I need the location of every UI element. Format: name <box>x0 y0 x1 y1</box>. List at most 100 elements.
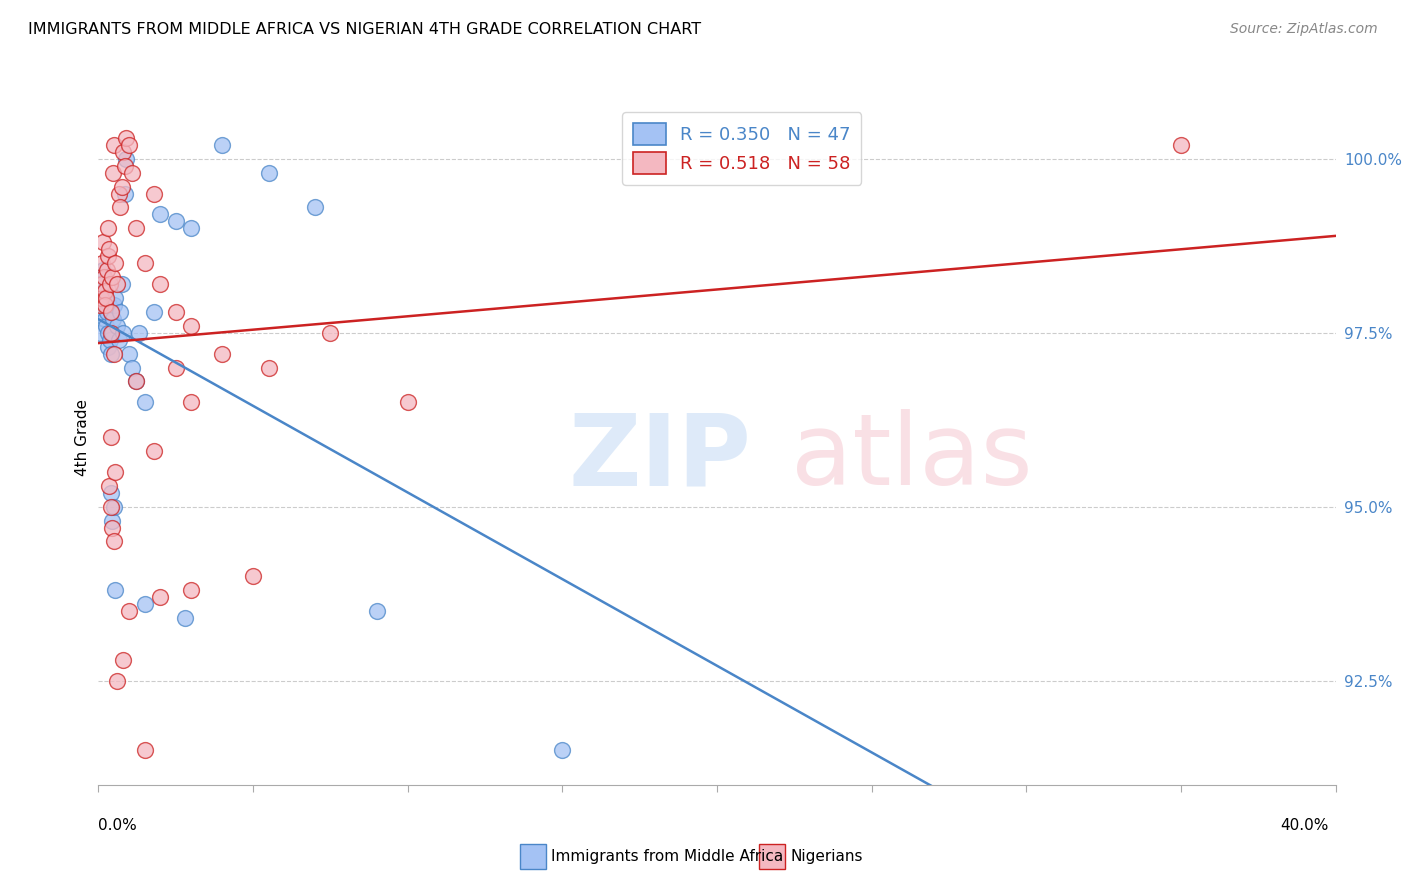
Point <box>105 318 128 333</box>
Text: 40.0%: 40.0% <box>1281 818 1329 832</box>
Point <box>112 145 135 159</box>
Point <box>98 277 121 291</box>
Point <box>121 166 143 180</box>
Point <box>93 284 115 298</box>
Point <box>96 318 118 333</box>
Point <box>107 186 129 201</box>
Point <box>112 326 135 340</box>
Point <box>98 242 121 256</box>
Point <box>101 520 124 534</box>
Point <box>149 277 172 291</box>
Point <box>105 673 128 688</box>
Point <box>257 360 280 375</box>
Point <box>90 277 112 291</box>
Point <box>304 201 326 215</box>
Point <box>149 590 172 604</box>
Point <box>100 305 122 319</box>
Point <box>97 249 120 263</box>
Point <box>104 465 127 479</box>
Point <box>114 186 136 201</box>
Point <box>103 534 125 549</box>
Point <box>90 277 112 291</box>
Point <box>89 298 111 312</box>
Point <box>93 311 115 326</box>
Text: ZIP: ZIP <box>568 409 751 507</box>
Point <box>90 291 112 305</box>
Point <box>90 305 112 319</box>
Point <box>180 583 202 598</box>
Point <box>91 263 114 277</box>
Point <box>103 137 125 152</box>
Point <box>100 500 122 514</box>
Point <box>100 305 122 319</box>
Point <box>180 221 202 235</box>
Point <box>105 277 128 291</box>
Point <box>180 395 202 409</box>
Point <box>93 284 115 298</box>
Point <box>112 653 135 667</box>
Point <box>211 137 233 152</box>
Point <box>100 326 122 340</box>
Point <box>104 256 127 270</box>
Point <box>165 305 187 319</box>
Point <box>108 305 131 319</box>
Text: Immigrants from Middle Africa: Immigrants from Middle Africa <box>551 849 783 863</box>
Point <box>104 291 127 305</box>
Point <box>118 346 141 360</box>
Point <box>124 221 146 235</box>
Text: Source: ZipAtlas.com: Source: ZipAtlas.com <box>1230 22 1378 37</box>
Point <box>93 270 115 285</box>
Point <box>134 597 156 611</box>
Point <box>98 333 121 347</box>
Text: 0.0%: 0.0% <box>98 818 138 832</box>
Point <box>94 291 117 305</box>
Point <box>165 360 187 375</box>
Point <box>180 318 202 333</box>
Point <box>96 291 118 305</box>
Point <box>96 305 118 319</box>
Point <box>108 201 131 215</box>
Point <box>143 305 166 319</box>
Point <box>100 346 122 360</box>
Point <box>174 611 197 625</box>
Point <box>115 152 138 166</box>
Point <box>103 311 125 326</box>
Point <box>257 166 280 180</box>
Point <box>149 207 172 221</box>
Point <box>134 256 156 270</box>
Point <box>100 430 122 444</box>
Point <box>111 179 132 194</box>
Text: atlas: atlas <box>792 409 1033 507</box>
Point <box>143 444 166 458</box>
Y-axis label: 4th Grade: 4th Grade <box>75 399 90 475</box>
Point <box>103 500 125 514</box>
Point <box>91 298 114 312</box>
Point <box>101 514 124 528</box>
Point <box>128 326 150 340</box>
Point <box>1170 137 1192 152</box>
Point <box>98 298 121 312</box>
Point <box>551 743 574 757</box>
Point <box>94 298 117 312</box>
Point <box>101 326 124 340</box>
Point <box>91 235 114 250</box>
Point <box>366 604 388 618</box>
Text: IMMIGRANTS FROM MIDDLE AFRICA VS NIGERIAN 4TH GRADE CORRELATION CHART: IMMIGRANTS FROM MIDDLE AFRICA VS NIGERIA… <box>28 22 702 37</box>
Point <box>111 277 132 291</box>
Point <box>104 583 127 598</box>
Point <box>89 326 111 340</box>
Point <box>124 375 146 389</box>
Point <box>100 485 122 500</box>
Point <box>103 166 125 180</box>
Point <box>319 326 342 340</box>
Point <box>115 131 138 145</box>
Point <box>124 375 146 389</box>
Point <box>97 340 120 354</box>
Point <box>396 395 419 409</box>
Point <box>242 569 264 583</box>
Point <box>96 263 118 277</box>
Point <box>143 186 166 201</box>
Point <box>134 395 156 409</box>
Point <box>121 360 143 375</box>
Point <box>114 159 136 173</box>
